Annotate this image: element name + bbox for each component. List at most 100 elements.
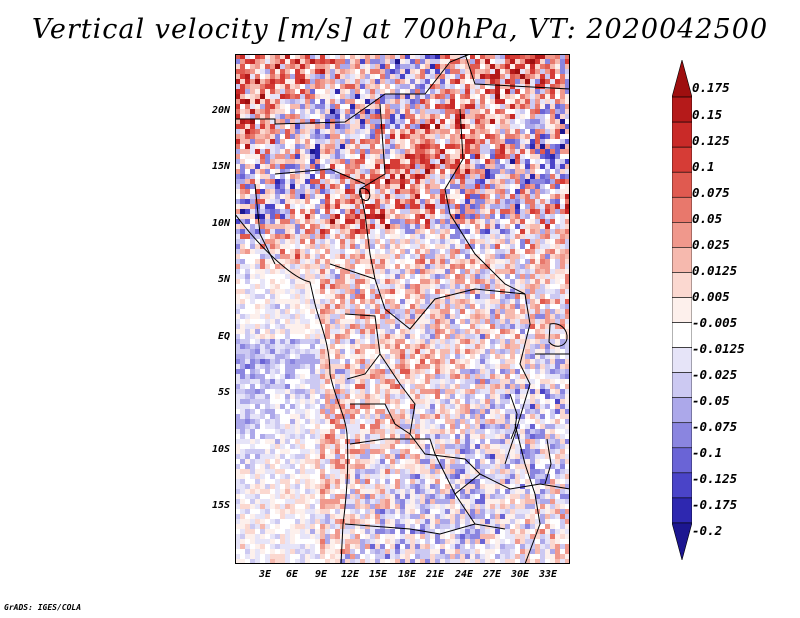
field-cell	[440, 279, 446, 285]
field-cell	[555, 414, 561, 420]
field-cell	[425, 234, 431, 240]
field-cell	[315, 309, 321, 315]
field-cell	[265, 349, 271, 355]
field-cell	[335, 234, 341, 240]
field-cell	[480, 54, 486, 60]
field-cell	[485, 279, 491, 285]
field-cell	[525, 339, 531, 345]
field-cell	[390, 194, 396, 200]
field-cell	[325, 204, 331, 210]
field-cell	[450, 189, 456, 195]
field-cell	[325, 109, 331, 115]
field-cell	[320, 364, 326, 370]
field-cell	[375, 99, 381, 105]
field-cell	[565, 419, 570, 425]
field-cell	[405, 229, 411, 235]
field-cell	[410, 59, 416, 65]
field-cell	[400, 59, 406, 65]
field-cell	[520, 174, 526, 180]
field-cell	[505, 144, 511, 150]
field-cell	[250, 229, 256, 235]
field-cell	[275, 289, 281, 295]
field-cell	[415, 154, 421, 160]
field-cell	[240, 414, 246, 420]
field-cell	[245, 224, 251, 230]
field-cell	[440, 339, 446, 345]
field-cell	[295, 259, 301, 265]
field-cell	[295, 89, 301, 95]
field-cell	[385, 294, 391, 300]
field-cell	[405, 64, 411, 70]
field-cell	[365, 149, 371, 155]
field-cell	[290, 164, 296, 170]
field-cell	[340, 204, 346, 210]
field-cell	[305, 54, 311, 60]
field-cell	[375, 109, 381, 115]
field-cell	[465, 314, 471, 320]
field-cell	[465, 219, 471, 225]
field-cell	[250, 414, 256, 420]
field-cell	[380, 344, 386, 350]
field-cell	[320, 194, 326, 200]
field-cell	[490, 64, 496, 70]
field-cell	[445, 324, 451, 330]
field-cell	[505, 124, 511, 130]
field-cell	[360, 399, 366, 405]
field-cell	[400, 234, 406, 240]
field-cell	[380, 284, 386, 290]
field-cell	[400, 314, 406, 320]
field-cell	[260, 164, 266, 170]
field-cell	[555, 274, 561, 280]
field-cell	[305, 179, 311, 185]
field-cell	[505, 89, 511, 95]
field-cell	[395, 114, 401, 120]
field-cell	[530, 129, 536, 135]
field-cell	[265, 344, 271, 350]
field-cell	[405, 384, 411, 390]
field-cell	[395, 419, 401, 425]
field-cell	[545, 304, 551, 310]
field-cell	[365, 79, 371, 85]
field-cell	[315, 149, 321, 155]
field-cell	[520, 284, 526, 290]
field-cell	[425, 334, 431, 340]
field-cell	[560, 319, 566, 325]
field-cell	[270, 364, 276, 370]
field-cell	[340, 209, 346, 215]
field-cell	[265, 274, 271, 280]
field-cell	[320, 69, 326, 75]
field-cell	[515, 264, 521, 270]
field-cell	[515, 224, 521, 230]
field-cell	[465, 129, 471, 135]
field-cell	[535, 394, 541, 400]
field-cell	[530, 209, 536, 215]
field-cell	[250, 89, 256, 95]
field-cell	[430, 169, 436, 175]
field-cell	[450, 164, 456, 170]
field-cell	[405, 54, 411, 60]
field-cell	[245, 154, 251, 160]
field-cell	[545, 259, 551, 265]
field-cell	[540, 259, 546, 265]
field-cell	[380, 369, 386, 375]
field-cell	[445, 379, 451, 385]
field-cell	[470, 309, 476, 315]
field-cell	[430, 244, 436, 250]
field-cell	[310, 279, 316, 285]
field-cell	[485, 229, 491, 235]
field-cell	[565, 94, 570, 100]
field-cell	[455, 119, 461, 125]
field-cell	[340, 309, 346, 315]
field-cell	[495, 194, 501, 200]
field-cell	[530, 104, 536, 110]
field-cell	[270, 184, 276, 190]
field-cell	[400, 129, 406, 135]
field-cell	[315, 124, 321, 130]
field-cell	[515, 79, 521, 85]
field-cell	[355, 54, 361, 60]
field-cell	[360, 254, 366, 260]
field-cell	[420, 254, 426, 260]
field-cell	[530, 249, 536, 255]
field-cell	[445, 249, 451, 255]
field-cell	[550, 394, 556, 400]
